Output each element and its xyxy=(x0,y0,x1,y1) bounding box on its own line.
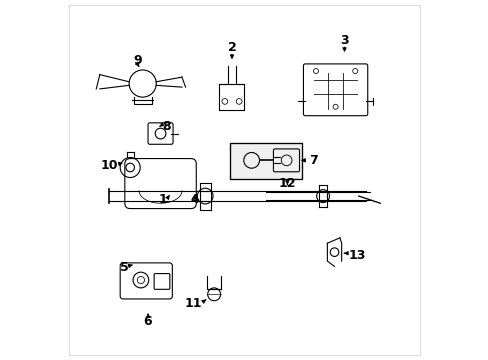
Text: 1: 1 xyxy=(159,193,167,206)
Text: 4: 4 xyxy=(190,193,199,206)
Text: 3: 3 xyxy=(340,34,348,47)
Text: 9: 9 xyxy=(133,54,142,67)
Text: 5: 5 xyxy=(120,261,128,274)
Text: 7: 7 xyxy=(308,154,317,167)
Text: 13: 13 xyxy=(347,248,365,261)
Text: 12: 12 xyxy=(278,177,296,190)
Text: 6: 6 xyxy=(143,315,152,328)
Text: 8: 8 xyxy=(162,120,171,133)
Text: 11: 11 xyxy=(184,297,201,310)
Text: 2: 2 xyxy=(227,41,236,54)
FancyBboxPatch shape xyxy=(230,143,301,179)
Text: 10: 10 xyxy=(100,159,118,172)
